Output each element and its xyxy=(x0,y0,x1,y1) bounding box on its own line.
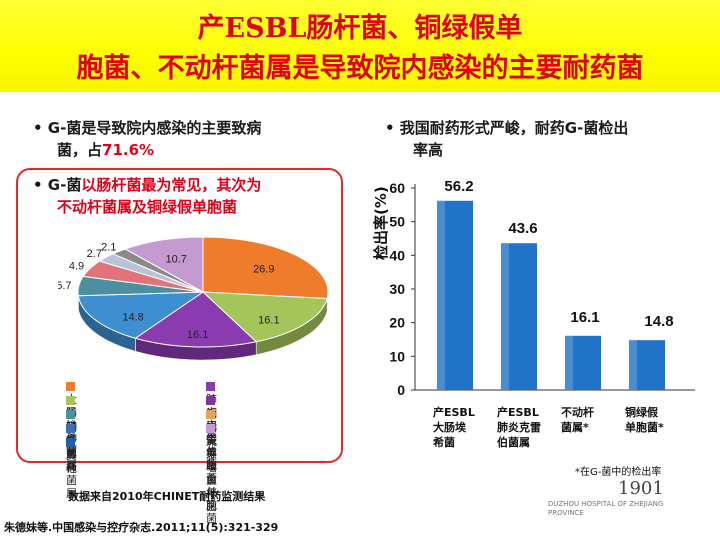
citation: 朱德妹等.中国感染与控疗杂志.2011;11(5):321-329 xyxy=(4,521,279,534)
x-category-line: 菌属* xyxy=(561,421,589,434)
legend-item: 其他 xyxy=(66,436,79,475)
y-tick-label: 40 xyxy=(389,247,405,263)
footnote: *在G-菌中的检出率 xyxy=(575,467,662,478)
bar xyxy=(565,335,601,390)
pie-label-6: 2.7 xyxy=(87,248,102,260)
pie-frame xyxy=(16,168,343,463)
legend-swatch xyxy=(66,382,75,391)
legend-swatch xyxy=(66,410,75,419)
y-tick-label: 20 xyxy=(389,315,405,331)
bar xyxy=(629,340,665,390)
legend-swatch xyxy=(66,396,75,405)
x-category-line: 大肠埃 xyxy=(433,421,466,434)
legend-swatch xyxy=(66,424,75,433)
legend-swatch xyxy=(66,438,75,447)
bullet-2-line-1: • 我国耐药形式严峻，耐药G-菌检出 xyxy=(385,119,629,137)
legend-swatch xyxy=(206,396,215,405)
pie-slice-3 xyxy=(77,291,205,339)
bar-highlight xyxy=(565,335,573,390)
bullet-3-red-2: 不动杆菌属及铜绿假单胞菌 xyxy=(57,198,238,216)
title-line-2: 胞菌、不动杆菌属是导致院内感染的主要耐药菌 xyxy=(76,53,644,84)
bullet-2-line-2: 率高 xyxy=(413,141,444,159)
legend-swatch xyxy=(206,382,215,391)
x-category-line: 伯菌属 xyxy=(497,436,530,449)
legend-item: 不动杆菌属 xyxy=(66,394,79,472)
legend-swatch xyxy=(206,424,215,433)
bullet-1-line-1: • G-菌是导致院内感染的主要致病 xyxy=(33,119,262,137)
pie-slice-0 xyxy=(202,236,329,300)
bullet-1-line-2: 菌，占71.6% xyxy=(33,139,261,161)
bar xyxy=(437,200,473,390)
bar-chart: 0 10 20 30 40 50 60 56.2 43.6 16.1 14.8 xyxy=(389,178,695,398)
x-category-label: 不动杆菌属* xyxy=(561,405,621,435)
bullet-1-value: 71.6% xyxy=(102,141,155,159)
pie-slice-2 xyxy=(134,291,258,348)
x-category-line: 单胞菌* xyxy=(625,421,664,434)
pie-label-7: 2.1 xyxy=(101,241,116,253)
bar-highlight xyxy=(501,243,509,390)
pie-slice-8 xyxy=(123,236,204,293)
title-banner: 产ESBL肠杆菌、铜绿假单 胞菌、不动杆菌属是导致院内感染的主要耐药菌 xyxy=(0,0,720,92)
y-tick-label: 50 xyxy=(389,214,405,230)
bar-value-label: 14.8 xyxy=(644,313,673,330)
pie-label-8: 10.7 xyxy=(165,253,186,265)
y-tick-label: 0 xyxy=(397,382,405,398)
y-tick-label: 10 xyxy=(389,348,405,364)
pie-label-5: 4.9 xyxy=(69,261,84,273)
data-source-note: 数据来自2010年CHINET耐药监测结果 xyxy=(68,490,266,503)
hospital-logo-number: 1901 xyxy=(618,478,664,499)
x-category-line: 产ESBL xyxy=(497,406,539,419)
bullet-2: • 我国耐药形式严峻，耐药G-菌检出 率高 xyxy=(385,117,628,161)
legend-item: 流感嗜血杆菌 xyxy=(206,422,219,513)
x-category-label: 产ESBL 肺炎克雷伯菌属 xyxy=(497,405,557,450)
hospital-logo-text: DUZHOU HOSPITAL OF ZHEJIANG PROVINCE xyxy=(548,500,664,517)
pie-slice-1 xyxy=(201,291,328,343)
pie-label-3: 14.8 xyxy=(122,312,143,324)
x-category-line: 肺炎克雷 xyxy=(497,421,541,434)
y-tick-label: 60 xyxy=(389,180,405,196)
x-category-line: 铜绿假 xyxy=(625,406,658,419)
x-category-line: 希菌 xyxy=(433,436,455,449)
pie-label-2: 16.1 xyxy=(187,329,208,341)
bar-value-label: 43.6 xyxy=(508,220,537,237)
bullet-1-line-2-prefix: 菌，占 xyxy=(57,141,103,159)
bar-highlight xyxy=(437,200,445,390)
bar-value-label: 16.1 xyxy=(570,309,599,326)
pie-label-4: 5.7 xyxy=(58,280,71,292)
bar xyxy=(501,243,537,390)
x-category-line: 不动杆 xyxy=(561,406,594,419)
bar-value-label: 56.2 xyxy=(444,178,473,195)
bullet-3-line-1: • G-菌以肠杆菌最为常见，其次为 xyxy=(33,174,261,196)
legend-item: 肠杆菌属 xyxy=(66,408,79,473)
bullet-1: • G-菌是导致院内感染的主要致病 菌，占71.6% xyxy=(33,117,261,161)
pie-chart: 26.9 16.1 16.1 14.8 5.7 4.92.72.1 10.7 xyxy=(58,236,329,361)
x-category-label: 产ESBL 大肠埃希菌 xyxy=(433,405,493,450)
x-category-line: 产ESBL xyxy=(433,406,475,419)
title-line-1: 产ESBL肠杆菌、铜绿假单 xyxy=(197,13,523,44)
bullet-3-prefix: • G-菌 xyxy=(33,176,82,194)
bullet-3: • G-菌以肠杆菌最为常见，其次为 不动杆菌属及铜绿假单胞菌 xyxy=(33,174,261,218)
legend-label: 其他 xyxy=(66,449,77,475)
bullet-3-red-1: 以肠杆菌最为常见，其次为 xyxy=(81,176,262,194)
pie-label-0: 26.9 xyxy=(253,263,274,275)
x-category-label: 铜绿假单胞菌* xyxy=(625,405,685,435)
y-tick-label: 30 xyxy=(389,281,405,297)
legend-item: 铜绿假单胞菌 xyxy=(206,394,219,485)
legend-swatch xyxy=(206,410,215,419)
legend-label: 流感嗜血杆菌 xyxy=(206,435,217,513)
legend-item: 嗜麦芽窄食单胞菌 xyxy=(206,408,219,525)
pie-label-1: 16.1 xyxy=(258,314,279,326)
legend-item: 变形杆菌属 xyxy=(66,422,79,500)
bar-highlight xyxy=(629,340,637,390)
